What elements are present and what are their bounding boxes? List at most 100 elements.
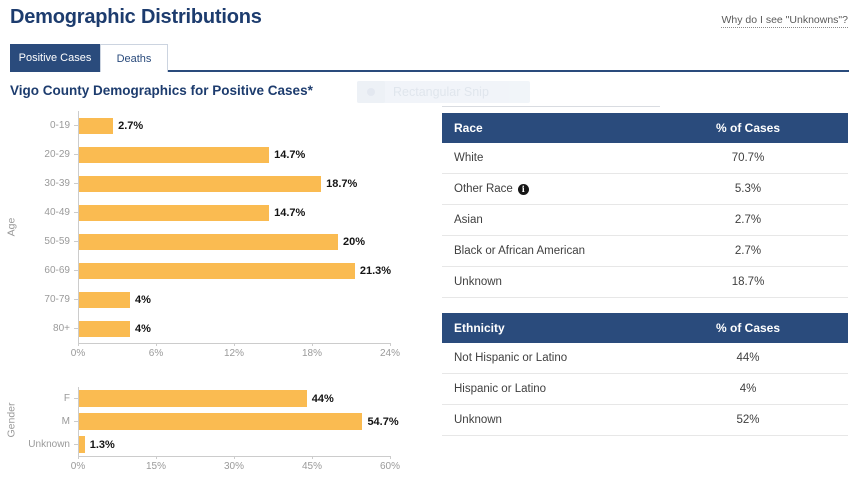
chart-row: 40-49 14.7% [0,198,432,227]
bar[interactable] [78,390,307,407]
table-row: Not Hispanic or Latino 44% [442,343,848,374]
table-row: Unknown 52% [442,405,848,436]
row-label: Other Race i [442,183,648,195]
table-header-name: Race [454,121,483,135]
axis-tick [78,456,79,459]
info-icon[interactable]: i [517,183,529,195]
axis-tick [312,456,313,459]
table-row: Black or African American 2.7% [442,236,848,267]
category-label: Unknown [28,439,70,450]
row-label-text: Unknown [454,414,502,426]
bar[interactable] [78,233,338,250]
row-value: 18.7% [731,276,765,288]
tab-bar: Positive Cases Deaths [10,44,168,72]
axis-tick [74,270,78,271]
y-axis-line [78,111,79,343]
chart-row: F 44% [0,387,432,410]
category-label: 80+ [53,323,70,334]
x-tick-label: 30% [223,461,245,472]
table-ethnicity: Ethnicity % of Cases Not Hispanic or Latin… [442,313,848,436]
bar[interactable] [78,204,270,221]
category-label: M [61,416,70,427]
axis-tick [234,456,235,459]
gender-axis-title: Gender [5,402,18,438]
bar-value-label: 4% [135,322,151,335]
bar[interactable] [78,175,322,192]
row-label-text: Unknown [454,276,502,288]
bar[interactable] [78,291,130,308]
bar[interactable] [78,413,363,430]
bar-value-label: 14.7% [274,206,306,219]
bar-value-label: 54.7% [367,415,399,428]
snip-icon-area [357,81,385,103]
chart-row: 30-39 18.7% [0,169,432,198]
demographics-tables: Race % of Cases White 70.7% Other Race i 5.3% A… [442,113,848,451]
axis-tick [74,421,78,422]
x-tick-label: 0% [70,461,86,472]
bar[interactable] [78,146,270,163]
bar[interactable] [78,436,85,453]
chart-row: 50-59 20% [0,227,432,256]
bar-value-label: 14.7% [274,148,306,161]
gender-chart: Gender F 44% M 54.7% Unknown 1.3% 0% 15% 30% 45%… [0,387,432,472]
axis-tick [74,444,78,445]
category-label: 50-59 [44,236,70,247]
snip-dot-icon [367,88,375,96]
x-tick-label: 15% [145,461,167,472]
axis-tick [390,343,391,346]
row-label-text: Not Hispanic or Latino [454,352,568,364]
category-label: F [63,393,70,404]
y-axis-line [78,387,79,456]
snip-ghost-edge [442,106,660,107]
axis-tick [74,299,78,300]
category-label: 20-29 [44,149,70,160]
table-row: Hispanic or Latino 4% [442,374,848,405]
chart-row: Unknown 1.3% [0,433,432,456]
bar[interactable] [78,117,114,134]
chart-row: 0-19 2.7% [0,111,432,140]
row-label: Hispanic or Latino [442,383,648,395]
table-header: Race % of Cases [442,113,848,143]
axis-tick [74,154,78,155]
chart-row: M 54.7% [0,410,432,433]
bar[interactable] [78,320,130,337]
bar-value-label: 18.7% [326,177,358,190]
tab-underline [10,70,849,72]
bar-value-label: 20% [343,235,366,248]
table-header-name: Ethnicity [454,321,505,335]
axis-tick [312,343,313,346]
row-label-text: Black or African American [454,245,586,257]
table-header-value: % of Cases [715,121,781,135]
category-label: 40-49 [44,207,70,218]
row-label-text: Asian [454,214,483,226]
chart-row: 80+ 4% [0,314,432,343]
row-label: Unknown [442,414,648,426]
x-tick-label: 6% [148,348,164,359]
bar[interactable] [78,262,355,279]
category-label: 0-19 [49,120,70,131]
table-row: Asian 2.7% [442,205,848,236]
gender-chart-bars: F 44% M 54.7% Unknown 1.3% [0,387,432,456]
x-tick-label: 24% [379,348,401,359]
table-race: Race % of Cases White 70.7% Other Race i 5.3% A… [442,113,848,298]
bar-value-label: 4% [135,293,151,306]
tab-deaths[interactable]: Deaths [100,44,168,72]
x-tick-label: 18% [301,348,323,359]
snip-ghost-label: Rectangular Snip [393,85,489,99]
axis-tick [74,398,78,399]
table-row: Unknown 18.7% [442,267,848,298]
age-chart-bars: 0-19 2.7% 20-29 14.7% 30-39 18.7% 40-49 14.7% 50… [0,111,432,343]
axis-tick [74,212,78,213]
page-title: Demographic Distributions [10,6,262,28]
bar-value-label: 44% [311,392,334,405]
row-label: White [442,152,648,164]
row-value: 70.7% [731,152,765,164]
tab-positive-cases[interactable]: Positive Cases [10,44,100,72]
unknowns-help-link[interactable]: Why do I see "Unknowns"? [721,14,848,28]
row-value: 5.3% [734,183,762,195]
bar-value-label: 21.3% [359,264,392,277]
chart-row: 60-69 21.3% [0,256,432,285]
row-label: Unknown [442,276,648,288]
chart-row: 20-29 14.7% [0,140,432,169]
axis-tick [390,456,391,459]
